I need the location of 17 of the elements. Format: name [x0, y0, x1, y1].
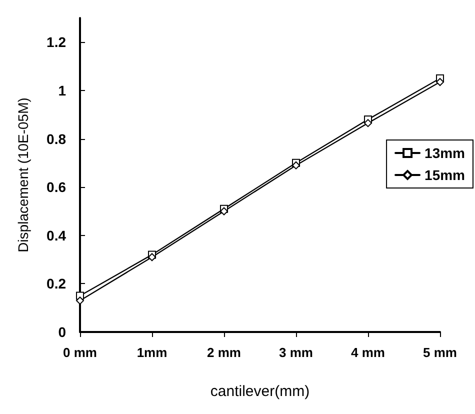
y-tick-label: 0.2	[46, 276, 66, 292]
x-tick-label: 0 mm	[63, 345, 97, 360]
x-tick-label: 4 mm	[351, 345, 385, 360]
x-tick-label: 2 mm	[207, 345, 241, 360]
x-tick-label: 5 mm	[423, 345, 457, 360]
y-tick-label: 1.2	[46, 34, 66, 50]
y-tick-label: 0.8	[46, 130, 66, 147]
x-tick-label: 1mm	[136, 345, 168, 360]
y-tick-label: 0.4	[46, 227, 66, 244]
legend-label: 15mm	[424, 167, 465, 183]
legend-label: 13mm	[424, 145, 465, 161]
x-tick-label: 3 mm	[279, 345, 313, 360]
y-tick-label: 0	[58, 324, 66, 340]
y-tick-label: 1	[58, 82, 66, 98]
y-tick-label: 0.6	[46, 179, 66, 196]
y-axis-title: Displacement (10E-05M)	[15, 98, 31, 252]
x-axis-title: cantilever(mm)	[210, 383, 310, 400]
